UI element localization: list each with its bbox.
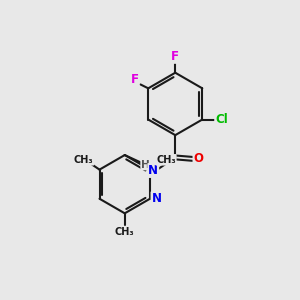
Text: F: F: [171, 50, 179, 63]
Text: N: N: [148, 164, 158, 177]
Text: N: N: [152, 192, 161, 205]
Text: O: O: [194, 152, 203, 165]
Text: H: H: [141, 160, 150, 170]
Text: CH₃: CH₃: [156, 155, 176, 165]
Text: F: F: [130, 73, 139, 86]
Text: Cl: Cl: [215, 113, 228, 126]
Text: CH₃: CH₃: [74, 155, 93, 165]
Text: CH₃: CH₃: [115, 227, 134, 237]
